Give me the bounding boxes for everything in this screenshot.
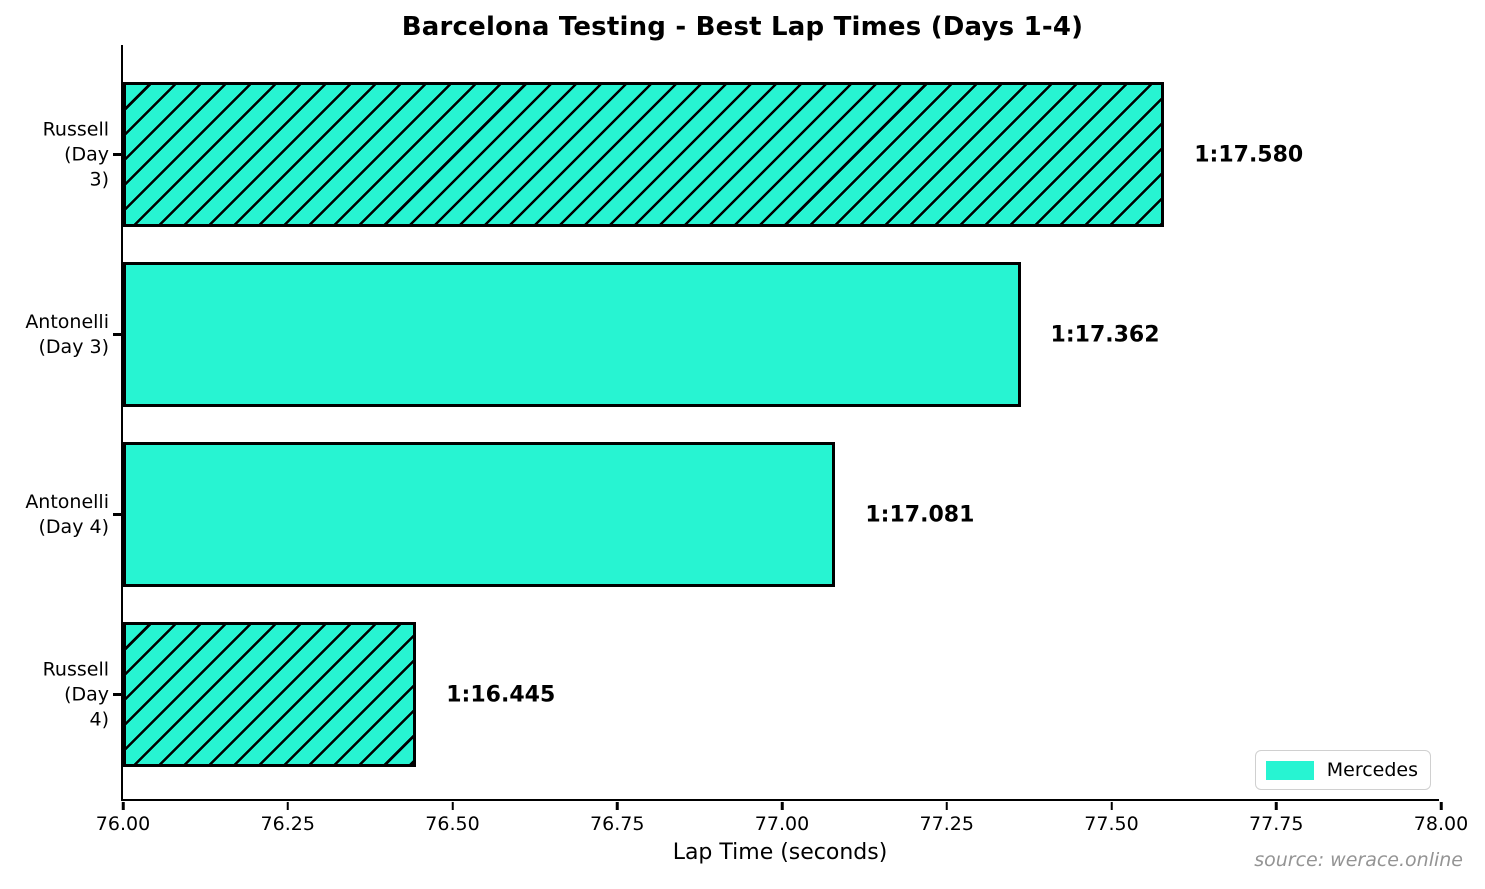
x-tick-label: 77.50: [1084, 813, 1139, 835]
x-axis-label: Lap Time (seconds): [672, 840, 888, 865]
y-tick-label: Russell (Day 3): [42, 118, 109, 190]
y-tick: [112, 333, 121, 336]
x-tick-label: 77.00: [754, 813, 810, 835]
y-tick: [112, 693, 121, 696]
bar-value-label: 1:17.081: [865, 502, 975, 527]
y-tick-label: Antonelli (Day 3): [25, 310, 109, 358]
plot-area: 1:17.580 Russell (Day 3) 1:17.362 Antonelli…: [25, 45, 1468, 835]
x-tick: [1439, 801, 1443, 810]
source-credit: source: werace.online: [1254, 849, 1463, 871]
x-tick: [451, 801, 454, 810]
x-tick: [780, 801, 784, 810]
x-tick-label: 77.25: [919, 813, 974, 835]
x-tick-label: 76.50: [425, 813, 480, 835]
bar: [123, 262, 1021, 407]
x-tick: [945, 801, 948, 810]
legend-label: Mercedes: [1326, 759, 1418, 781]
x-tick-label: 78.00: [1413, 813, 1469, 835]
bar-value-label: 1:17.580: [1194, 142, 1304, 167]
legend: Mercedes: [1254, 750, 1431, 790]
x-tick: [1275, 801, 1278, 810]
x-tick-label: 76.00: [95, 813, 151, 835]
x-tick-label: 76.25: [260, 813, 315, 835]
x-tick-label: 76.75: [590, 813, 645, 835]
bar: [123, 622, 417, 767]
x-tick: [1110, 801, 1113, 810]
x-tick-label: 77.75: [1249, 813, 1304, 835]
y-tick: [112, 153, 121, 156]
chart-title: Barcelona Testing - Best Lap Times (Days…: [401, 12, 1084, 42]
legend-swatch-mercedes: [1265, 760, 1314, 780]
bar-value-label: 1:16.445: [446, 682, 556, 707]
x-tick: [286, 801, 289, 810]
x-tick: [121, 801, 125, 810]
y-tick-label: Russell (Day 4): [42, 658, 109, 730]
bar-value-label: 1:17.362: [1050, 322, 1160, 347]
bar: [123, 442, 836, 587]
bar: [123, 82, 1165, 227]
y-tick-label: Antonelli (Day 4): [25, 490, 109, 538]
x-tick: [616, 801, 619, 810]
y-tick: [112, 513, 121, 516]
